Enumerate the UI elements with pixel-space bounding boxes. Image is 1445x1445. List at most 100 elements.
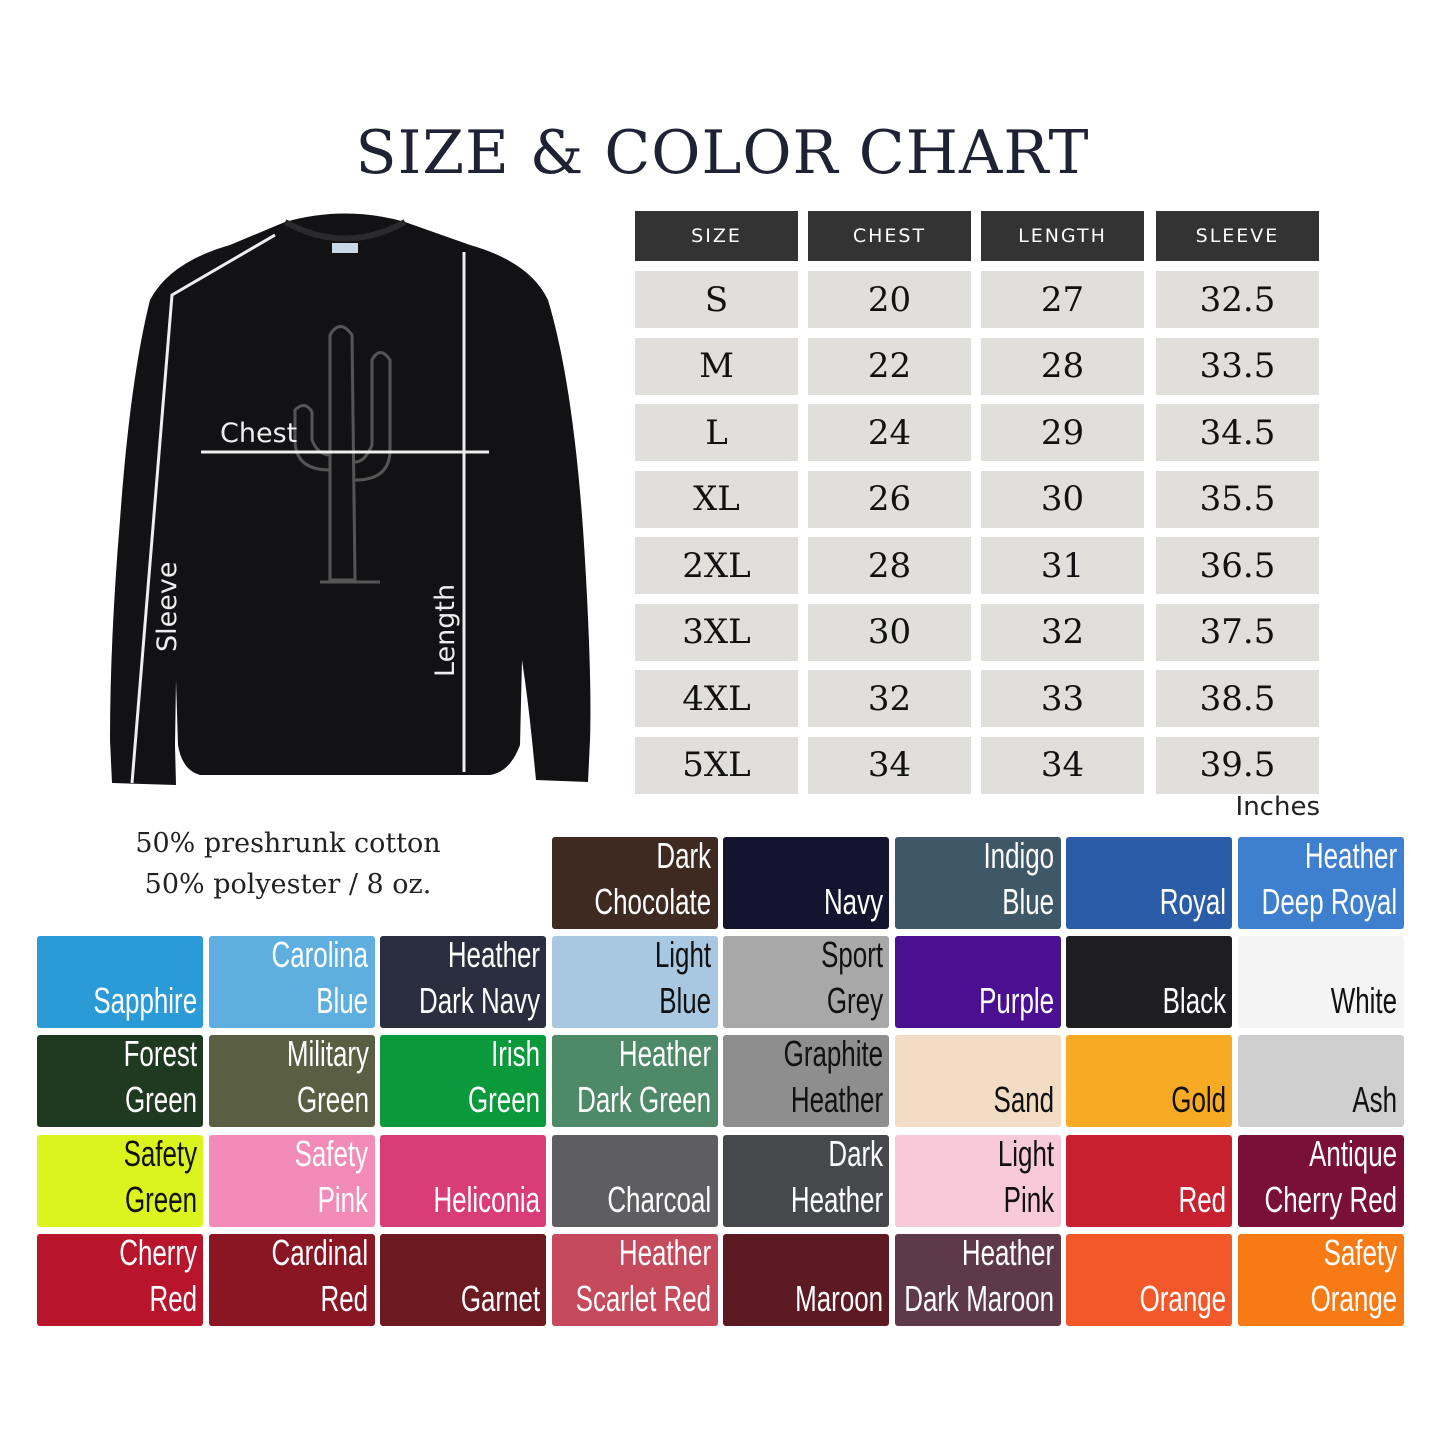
color-swatch[interactable]: Heather Dark Green bbox=[551, 1035, 718, 1128]
color-swatch[interactable]: Sport Grey bbox=[723, 936, 889, 1029]
color-swatch-label: Dark Heather bbox=[790, 1134, 883, 1220]
color-swatch[interactable]: Dark Chocolate bbox=[551, 837, 718, 929]
color-swatch[interactable]: Royal bbox=[1066, 837, 1232, 929]
sweatshirt-body bbox=[110, 213, 591, 785]
color-swatch[interactable]: Maroon bbox=[723, 1233, 889, 1326]
color-swatch-label: Antique Cherry Red bbox=[1264, 1134, 1398, 1220]
color-swatch[interactable]: Safety Pink bbox=[208, 1134, 375, 1227]
color-swatch[interactable]: Heather Dark Maroon bbox=[894, 1233, 1061, 1326]
color-swatch[interactable]: Indigo Blue bbox=[894, 837, 1061, 929]
color-swatch-label: Maroon bbox=[795, 1277, 883, 1319]
color-swatch[interactable]: Military Green bbox=[208, 1035, 375, 1128]
table-cell: 33 bbox=[981, 670, 1144, 727]
table-cell: 26 bbox=[808, 470, 971, 528]
table-cell: 28 bbox=[808, 537, 971, 594]
color-swatch-label: Garnet bbox=[460, 1277, 540, 1319]
table-cell: 34.5 bbox=[1156, 404, 1319, 461]
color-swatch[interactable]: Antique Cherry Red bbox=[1237, 1134, 1404, 1227]
fabric-line-2: 50% polyester / 8 oz. bbox=[144, 869, 432, 900]
color-swatch[interactable]: Heliconia bbox=[380, 1134, 546, 1227]
color-swatch-label: Light Pink bbox=[998, 1134, 1055, 1220]
sweatshirt-illustration: Chest Sleeve Length bbox=[110, 213, 591, 785]
color-swatch[interactable]: Heather Deep Royal bbox=[1237, 837, 1404, 929]
color-swatch[interactable]: Safety Green bbox=[37, 1134, 203, 1227]
color-swatch[interactable]: Heather Scarlet Red bbox=[551, 1233, 718, 1326]
table-cell: 24 bbox=[808, 404, 971, 461]
table-cell: 5XL bbox=[635, 736, 798, 794]
table-cell: 29 bbox=[981, 404, 1144, 461]
color-swatch-label: Red bbox=[1178, 1178, 1226, 1220]
color-swatch-label: Safety Green bbox=[123, 1134, 197, 1220]
color-swatch[interactable]: Cardinal Red bbox=[208, 1233, 375, 1326]
color-swatch[interactable]: Ash bbox=[1237, 1035, 1404, 1128]
color-swatch-label: Carolina Blue bbox=[271, 936, 369, 1022]
color-swatch-label: Indigo Blue bbox=[983, 837, 1055, 922]
color-swatch[interactable]: White bbox=[1237, 936, 1404, 1029]
table-cell: 32 bbox=[808, 670, 971, 727]
color-swatch-label: Graphite Heather bbox=[783, 1035, 883, 1121]
color-swatch-label: Safety Orange bbox=[1311, 1233, 1398, 1319]
color-swatch-label: Black bbox=[1162, 980, 1226, 1022]
unit-label: Inches bbox=[1235, 792, 1320, 822]
table-cell: 4XL bbox=[635, 670, 798, 727]
table-cell: 38.5 bbox=[1156, 670, 1319, 727]
color-swatch-label: Forest Green bbox=[123, 1035, 197, 1121]
color-swatch[interactable]: Sapphire bbox=[37, 936, 203, 1029]
color-swatch-label: Ash bbox=[1352, 1079, 1398, 1121]
table-cell: M bbox=[635, 337, 798, 395]
color-swatch[interactable]: Safety Orange bbox=[1237, 1233, 1404, 1326]
color-swatch[interactable]: Carolina Blue bbox=[208, 936, 375, 1029]
color-swatch[interactable]: Black bbox=[1066, 936, 1232, 1029]
header-length: LENGTH bbox=[981, 211, 1144, 261]
table-cell: 30 bbox=[981, 470, 1144, 528]
color-swatch[interactable]: Sand bbox=[894, 1035, 1061, 1128]
table-cell: 34 bbox=[808, 736, 971, 794]
table-cell: 3XL bbox=[635, 603, 798, 661]
collar bbox=[283, 219, 407, 242]
cactus-graphic bbox=[293, 325, 392, 584]
color-swatch-label: Dark Chocolate bbox=[594, 837, 712, 922]
color-swatch[interactable]: Light Blue bbox=[551, 936, 718, 1029]
color-swatch[interactable]: Forest Green bbox=[37, 1035, 203, 1128]
color-swatch-label: Military Green bbox=[286, 1035, 369, 1121]
table-cell: 27 bbox=[981, 271, 1144, 328]
color-swatch-label: Safety Pink bbox=[295, 1134, 369, 1220]
table-cell: 28 bbox=[981, 337, 1144, 395]
color-swatch[interactable]: Light Pink bbox=[894, 1134, 1061, 1227]
color-swatch[interactable]: Red bbox=[1066, 1134, 1232, 1227]
table-cell: L bbox=[635, 404, 798, 461]
color-swatch[interactable]: Navy bbox=[723, 837, 889, 929]
color-swatch[interactable]: Orange bbox=[1066, 1233, 1232, 1326]
table-cell: 35.5 bbox=[1156, 470, 1319, 528]
page-title: SIZE & COLOR CHART bbox=[355, 118, 1090, 188]
table-cell: 2XL bbox=[635, 537, 798, 594]
color-swatch-label: Sport Grey bbox=[821, 936, 883, 1022]
color-swatch[interactable]: Purple bbox=[894, 936, 1061, 1029]
table-cell: 39.5 bbox=[1156, 736, 1319, 794]
color-swatch[interactable]: Graphite Heather bbox=[723, 1035, 889, 1128]
color-swatch-label: Sand bbox=[993, 1079, 1055, 1121]
sleeve-label: Sleeve bbox=[152, 562, 183, 652]
color-swatch[interactable]: Heather Dark Navy bbox=[380, 936, 546, 1029]
table-cell: S bbox=[635, 271, 798, 328]
color-swatch[interactable]: Charcoal bbox=[551, 1134, 718, 1227]
sleeve-measure-line bbox=[130, 233, 276, 784]
length-label: Length bbox=[430, 584, 461, 677]
color-swatch[interactable]: Irish Green bbox=[380, 1035, 546, 1128]
color-swatch[interactable]: Dark Heather bbox=[723, 1134, 889, 1227]
color-swatch[interactable]: Garnet bbox=[380, 1233, 546, 1326]
table-cell: 32.5 bbox=[1156, 271, 1319, 328]
color-swatch-label: Heliconia bbox=[433, 1178, 540, 1220]
color-swatch[interactable]: Cherry Red bbox=[37, 1233, 203, 1326]
table-cell: 37.5 bbox=[1156, 603, 1319, 661]
color-swatch-label: White bbox=[1331, 980, 1398, 1022]
color-swatch-label: Heather Dark Green bbox=[577, 1035, 712, 1121]
table-cell: 22 bbox=[808, 337, 971, 395]
color-swatch-label: Royal bbox=[1159, 881, 1226, 922]
color-swatch[interactable]: Gold bbox=[1066, 1035, 1232, 1128]
table-cell: 32 bbox=[981, 603, 1144, 661]
header-chest: CHEST bbox=[808, 211, 971, 261]
table-cell: 34 bbox=[981, 736, 1144, 794]
tag bbox=[332, 243, 358, 253]
